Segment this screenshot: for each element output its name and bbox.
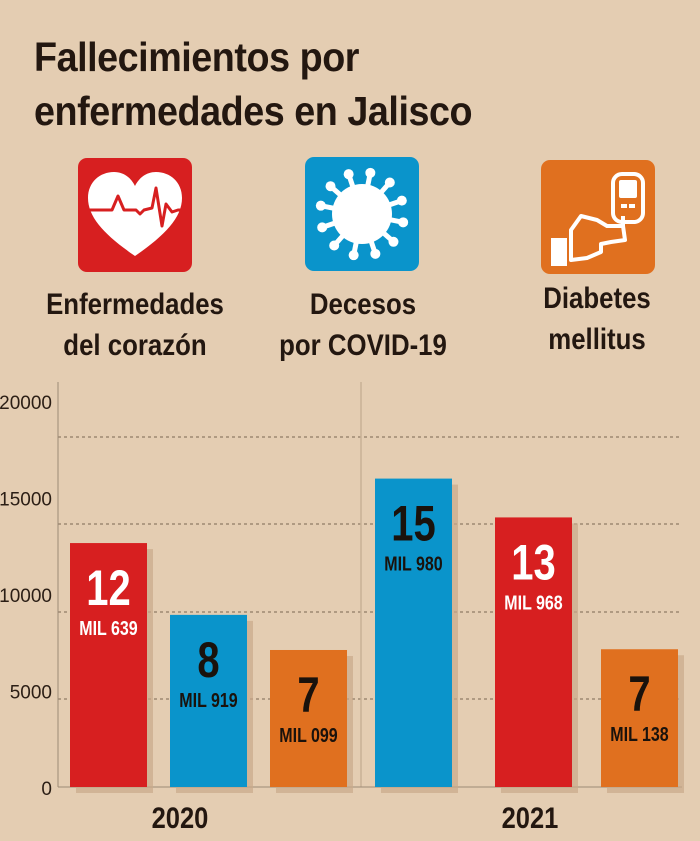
y-tick-label: 20000 bbox=[0, 393, 52, 414]
bar-value-sublabel: MIL 099 bbox=[279, 724, 337, 746]
category-label-line: Enfermedades bbox=[46, 288, 224, 321]
virus-icon bbox=[305, 157, 419, 271]
bar bbox=[170, 614, 247, 787]
bar-value-sublabel: MIL 639 bbox=[79, 617, 137, 639]
bar bbox=[70, 543, 147, 787]
bar-value-sublabel: MIL 968 bbox=[504, 592, 562, 614]
glucometer-icon bbox=[541, 160, 655, 274]
category-label-heart: Enfermedades del corazón bbox=[36, 284, 234, 366]
x-group-label: 2020 bbox=[152, 801, 209, 834]
bar-value-label: 7 bbox=[297, 667, 319, 723]
bar-value-sublabel: MIL 138 bbox=[610, 724, 668, 746]
bar-value-label: 12 bbox=[86, 560, 130, 616]
category-label-line: Decesos bbox=[309, 288, 417, 321]
bar-value-sublabel: MIL 919 bbox=[179, 689, 237, 711]
bar bbox=[270, 649, 347, 787]
y-tick-label: 0 bbox=[41, 779, 52, 800]
y-tick-label: 10000 bbox=[0, 586, 52, 607]
category-label-line: del corazón bbox=[63, 329, 207, 362]
chart-title: Fallecimientos por enfermedades en Jalis… bbox=[34, 30, 473, 138]
heart-ecg-icon bbox=[78, 158, 192, 272]
category-label-covid: Decesos por COVID-19 bbox=[264, 284, 462, 366]
y-tick-label: 15000 bbox=[0, 490, 52, 511]
bar-value-label: 7 bbox=[628, 666, 650, 722]
y-tick-label: 5000 bbox=[10, 683, 52, 704]
category-label-line: Diabetes bbox=[543, 282, 651, 315]
bar-value-sublabel: MIL 980 bbox=[384, 553, 442, 575]
title-line-1: Fallecimientos por bbox=[34, 34, 360, 80]
bar-value-label: 13 bbox=[511, 534, 555, 590]
category-label-line: mellitus bbox=[548, 323, 646, 356]
x-group-label: 2021 bbox=[502, 801, 559, 834]
bar-value-label: 15 bbox=[391, 495, 435, 551]
bar bbox=[375, 478, 452, 787]
bar-value-label: 8 bbox=[197, 632, 219, 688]
category-label-line: por COVID-19 bbox=[279, 329, 447, 362]
bar bbox=[601, 649, 678, 787]
bar bbox=[495, 517, 572, 787]
title-line-2: enfermedades en Jalisco bbox=[34, 88, 473, 134]
category-label-diabetes: Diabetes mellitus bbox=[498, 278, 696, 360]
